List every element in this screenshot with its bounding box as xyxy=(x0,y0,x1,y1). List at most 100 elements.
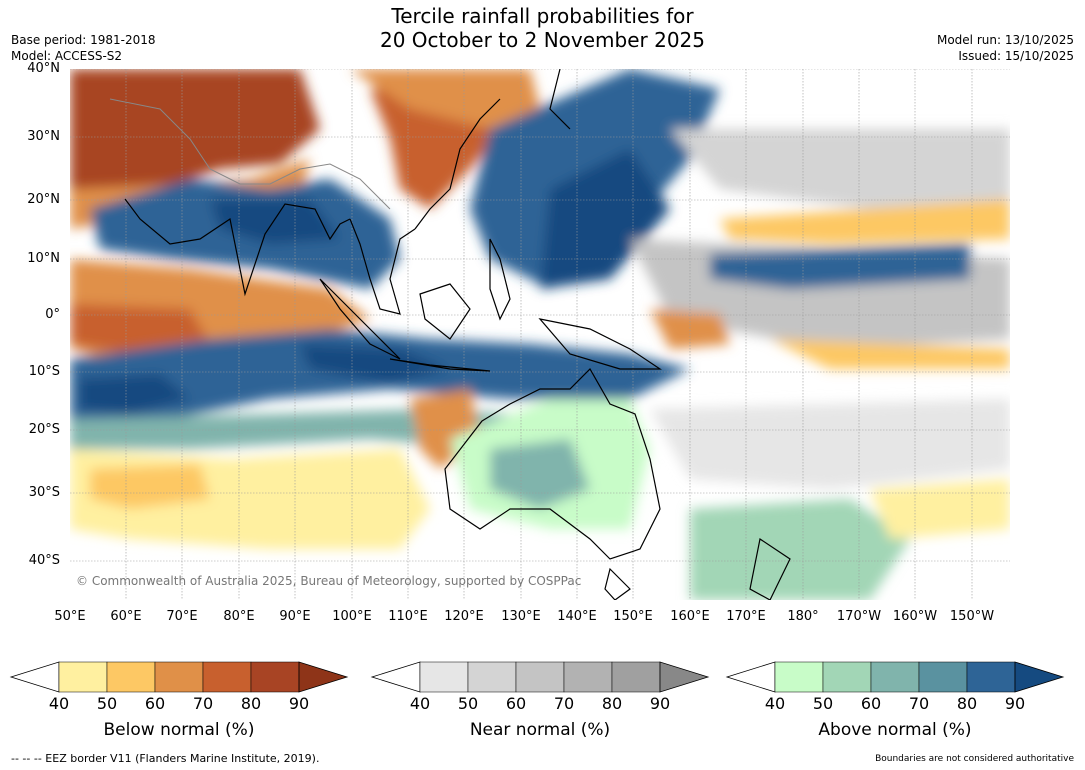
field-above-india-core xyxy=(210,199,340,244)
meta-right: Model run: 13/10/2025 Issued: 15/10/2025 xyxy=(937,32,1074,64)
tick-below-50: 50 xyxy=(96,694,118,713)
lat-label-10s: 10°S xyxy=(28,364,60,379)
lat-label-20s: 20°S xyxy=(28,422,60,437)
tick-above-50: 50 xyxy=(812,694,834,713)
lon-label-130e: 130°E xyxy=(501,609,541,624)
coast-new-guinea xyxy=(538,318,662,370)
tick-near-60: 60 xyxy=(505,694,527,713)
field-above-sio-edge xyxy=(70,409,510,449)
lat-label-10n: 10°N xyxy=(27,251,60,266)
tick-near-40: 40 xyxy=(409,694,431,713)
lon-label-60e: 60°E xyxy=(110,609,142,624)
colorbar-near xyxy=(370,661,710,693)
colorbar-below-label: Below normal (%) xyxy=(103,720,255,740)
eez-border-note: -- -- -- EEZ border V11 (Flanders Marine… xyxy=(11,752,320,765)
lon-label-90e: 90°E xyxy=(279,609,311,624)
coast-new-zealand xyxy=(749,538,791,600)
coast-sumatra xyxy=(319,278,401,360)
meta-left: Base period: 1981-2018 Model: ACCESS-S2 xyxy=(11,32,156,64)
colorbar-near-segment xyxy=(515,661,565,693)
field-above-sio-core xyxy=(300,344,450,384)
country-borders xyxy=(109,98,391,210)
coast-australia xyxy=(444,368,661,560)
colorbar-above-label: Above normal (%) xyxy=(818,720,972,740)
coast-india xyxy=(124,198,351,297)
colorbar-near-max-arrow xyxy=(659,661,710,693)
map-svg xyxy=(70,69,1010,600)
colorbar-above-max-arrow xyxy=(1014,661,1065,693)
field-below-spac xyxy=(870,479,1010,539)
colorbars-svg xyxy=(9,661,1065,693)
tick-below-40: 40 xyxy=(48,694,70,713)
colorbar-below-max-arrow xyxy=(298,661,349,693)
lon-label-100e: 100°E xyxy=(332,609,372,624)
coast-indochina xyxy=(349,218,416,315)
colorbar-above-segment xyxy=(822,661,872,693)
colorbar-below-segment xyxy=(106,661,156,693)
colorbar-above-segment xyxy=(966,661,1016,693)
coast-java xyxy=(389,358,491,372)
field-below-cpac-s xyxy=(770,339,1010,369)
lat-label-0: 0° xyxy=(45,307,60,322)
base-period: Base period: 1981-2018 xyxy=(11,33,156,47)
tick-above-80: 80 xyxy=(956,694,978,713)
tick-near-90: 90 xyxy=(649,694,671,713)
coast-china xyxy=(414,98,501,230)
coast-japan xyxy=(549,69,571,130)
coast-tasmania xyxy=(604,567,631,600)
field-above-cpac xyxy=(710,244,970,289)
colorbar-near-segment xyxy=(563,661,613,693)
field-near-npac xyxy=(670,129,1010,219)
coastlines xyxy=(124,69,791,600)
lat-label-40s: 40°S xyxy=(28,553,60,568)
probability-map xyxy=(70,69,1010,600)
lon-label-120e: 120°E xyxy=(444,609,484,624)
lat-label-40n: 40°N xyxy=(27,61,60,76)
lon-label-80e: 80°E xyxy=(223,609,255,624)
graticule xyxy=(70,69,1010,600)
copyright-notice: © Commonwealth of Australia 2025, Bureau… xyxy=(76,574,582,588)
colorbar-below-segment xyxy=(154,661,204,693)
colorbar-above-segment xyxy=(870,661,920,693)
colorbar-above xyxy=(725,661,1065,693)
colorbar-near-segment xyxy=(611,661,661,693)
map-title: Tercile rainfall probabilities for 20 Oc… xyxy=(0,4,1085,52)
issued-date: Issued: 15/10/2025 xyxy=(958,49,1074,63)
tick-above-90: 90 xyxy=(1004,694,1026,713)
tick-near-70: 70 xyxy=(553,694,575,713)
field-near-spac xyxy=(650,399,1010,489)
lat-label-30s: 30°S xyxy=(28,485,60,500)
lon-label-50e: 50°E xyxy=(54,609,86,624)
lon-label-160w: 160°W xyxy=(892,609,938,624)
field-below-eqio-core xyxy=(70,304,210,354)
tick-above-60: 60 xyxy=(860,694,882,713)
colorbar-near-segment xyxy=(419,661,469,693)
colorbar-near-label: Near normal (%) xyxy=(469,720,611,740)
colorbar-near-min-arrow xyxy=(370,661,421,693)
tick-near-80: 80 xyxy=(601,694,623,713)
lon-label-170w: 170°W xyxy=(836,609,882,624)
coast-philippines xyxy=(489,238,511,321)
field-below-png xyxy=(650,309,730,349)
colorbar-above-min-arrow xyxy=(725,661,776,693)
lat-label-30n: 30°N xyxy=(27,129,60,144)
tick-below-70: 70 xyxy=(192,694,214,713)
tick-above-70: 70 xyxy=(908,694,930,713)
tick-near-50: 50 xyxy=(457,694,479,713)
tick-below-80: 80 xyxy=(240,694,262,713)
lon-label-70e: 70°E xyxy=(166,609,198,624)
colorbar-below-segment xyxy=(58,661,108,693)
tick-above-40: 40 xyxy=(764,694,786,713)
title-line-2: 20 October to 2 November 2025 xyxy=(379,28,706,52)
lon-label-160e: 160°E xyxy=(670,609,710,624)
field-above-tasman xyxy=(690,499,910,600)
model-run: Model run: 13/10/2025 xyxy=(936,33,1074,47)
lon-label-150w: 150°W xyxy=(949,609,995,624)
field-below-cpac-n xyxy=(720,199,1010,244)
colorbar-above-segment xyxy=(918,661,968,693)
model-name: Model: ACCESS-S2 xyxy=(11,49,123,63)
lon-label-180: 180° xyxy=(787,609,819,624)
field-below-china-n xyxy=(350,69,540,159)
field-above-aus-core xyxy=(490,439,590,509)
lon-label-140e: 140°E xyxy=(557,609,597,624)
